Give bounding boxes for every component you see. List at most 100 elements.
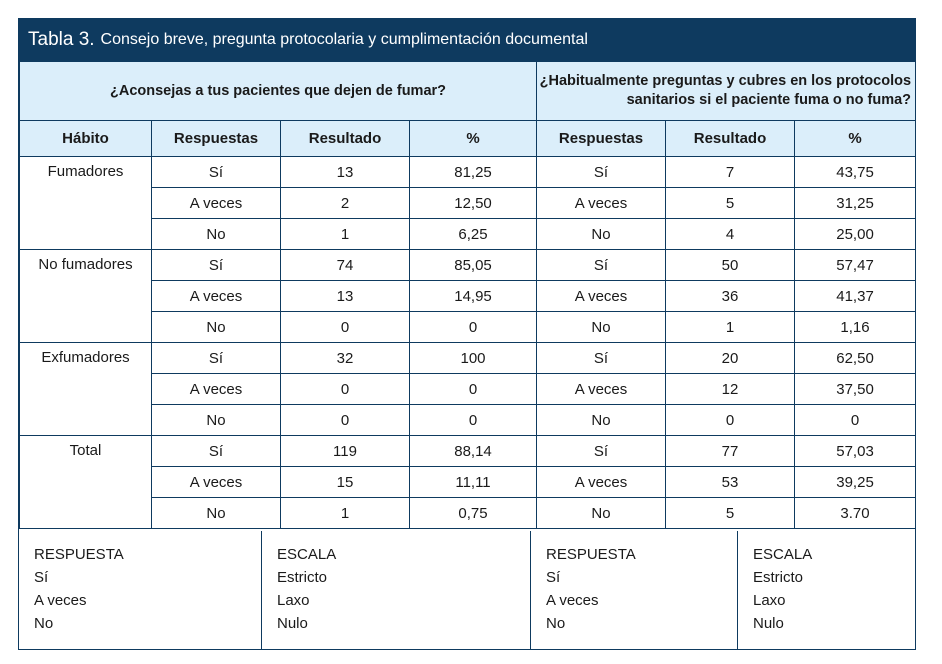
- respuesta-1-cell: No: [151, 311, 281, 343]
- table-row: Total Sí 119 88,14 Sí 77 57,03: [19, 435, 917, 529]
- respuesta-1-cell: Sí: [151, 342, 281, 374]
- resultado-1-cell: 0: [280, 373, 410, 405]
- resultado-1-cell: 13: [280, 156, 410, 188]
- table-row: No 1 6,25 No 4 25,00: [20, 218, 917, 250]
- table-row: A veces 13 14,95 A veces 36 41,37: [20, 280, 917, 312]
- header-pct-1: %: [408, 120, 538, 157]
- pct-1-cell: 14,95: [408, 280, 538, 312]
- question-2: ¿Habitualmente preguntas y cubres en los…: [536, 61, 917, 121]
- pct-1-cell: 100: [408, 342, 538, 374]
- table-row: Fumadores Sí 13 81,25 Sí 7 43,75: [19, 156, 917, 250]
- habito-cell: No fumadores: [19, 249, 152, 343]
- legend-left-escala: ESCALA Estricto Laxo Nulo: [262, 531, 531, 649]
- respuesta-1-cell: No: [151, 218, 281, 250]
- header-respuestas-1: Respuestas: [151, 120, 281, 157]
- pct-2-cell: 0: [794, 404, 917, 436]
- pct-2-cell: 57,03: [794, 435, 917, 467]
- table-title: Consejo breve, pregunta protocolaria y c…: [100, 31, 588, 48]
- respuesta-1-cell: No: [151, 404, 281, 436]
- legend-item: No: [546, 615, 566, 632]
- resultado-2-cell: 4: [665, 218, 796, 250]
- pct-2-cell: 39,25: [794, 466, 917, 498]
- table-row: No 0 0 No 1 1,16: [20, 311, 917, 343]
- table-row: No 0 0 No 0 0: [20, 404, 917, 436]
- pct-2-cell: 62,50: [794, 342, 917, 374]
- header-row: Hábito Respuestas Resultado % Respuestas…: [19, 120, 917, 157]
- pct-2-cell: 1,16: [794, 311, 917, 343]
- pct-2-cell: 43,75: [794, 156, 917, 188]
- respuesta-1-cell: No: [151, 497, 281, 529]
- legend-title: RESPUESTA: [34, 546, 124, 563]
- habito-cell: Total: [19, 435, 152, 529]
- pct-2-cell: 3.70: [794, 497, 917, 529]
- resultado-2-cell: 5: [665, 497, 796, 529]
- respuesta-2-cell: Sí: [536, 342, 667, 374]
- pct-1-cell: 81,25: [408, 156, 538, 188]
- legend-item: Sí: [546, 569, 561, 586]
- resultado-1-cell: 13: [280, 280, 410, 312]
- question-2-line-2: sanitarios si el paciente fuma o no fuma…: [626, 92, 912, 108]
- table-row: A veces 2 12,50 A veces 5 31,25: [20, 187, 917, 219]
- legend-title: RESPUESTA: [546, 546, 636, 563]
- pct-1-cell: 12,50: [408, 187, 538, 219]
- pct-1-cell: 11,11: [408, 466, 538, 498]
- resultado-1-cell: 1: [280, 218, 410, 250]
- resultado-1-cell: 1: [280, 497, 410, 529]
- respuesta-1-cell: A veces: [151, 373, 281, 405]
- table-row: A veces 0 0 A veces 12 37,50: [20, 373, 917, 405]
- legend-right-respuesta: RESPUESTA Sí A veces No: [531, 531, 738, 649]
- respuesta-2-cell: Sí: [536, 249, 667, 281]
- pct-1-cell: 85,05: [408, 249, 538, 281]
- resultado-1-cell: 0: [280, 404, 410, 436]
- table-title-bar: Tabla 3. Consejo breve, pregunta protoco…: [19, 19, 915, 61]
- resultado-1-cell: 119: [280, 435, 410, 467]
- respuesta-2-cell: Sí: [536, 156, 667, 188]
- pct-2-cell: 31,25: [794, 187, 917, 219]
- resultado-2-cell: 7: [665, 156, 796, 188]
- resultado-2-cell: 50: [665, 249, 796, 281]
- resultado-2-cell: 5: [665, 187, 796, 219]
- respuesta-2-cell: No: [536, 497, 667, 529]
- legend-item: Laxo: [277, 592, 310, 609]
- pct-1-cell: 0: [408, 311, 538, 343]
- table-row: No 1 0,75 No 5 3.70: [20, 497, 917, 529]
- respuesta-1-cell: A veces: [151, 466, 281, 498]
- table-row: Exfumadores Sí 32 100 Sí 20 62,50: [19, 342, 917, 436]
- legend-item: No: [34, 615, 54, 632]
- table-number: Tabla 3.: [28, 29, 95, 50]
- question-2-line-1: ¿Habitualmente preguntas y cubres en los…: [539, 73, 912, 89]
- respuesta-2-cell: A veces: [536, 187, 667, 219]
- respuesta-2-cell: A veces: [536, 466, 667, 498]
- legend-item: Estricto: [753, 569, 804, 586]
- pct-1-cell: 88,14: [408, 435, 538, 467]
- question-1: ¿Aconsejas a tus pacientes que dejen de …: [18, 61, 538, 121]
- resultado-2-cell: 1: [665, 311, 796, 343]
- legend-item: A veces: [34, 592, 87, 609]
- header-pct-2: %: [794, 120, 917, 157]
- resultado-1-cell: 15: [280, 466, 410, 498]
- pct-1-cell: 6,25: [408, 218, 538, 250]
- respuesta-2-cell: A veces: [536, 373, 667, 405]
- resultado-2-cell: 36: [665, 280, 796, 312]
- respuesta-2-cell: Sí: [536, 435, 667, 467]
- pct-1-cell: 0: [408, 404, 538, 436]
- legend-right-escala: ESCALA Estricto Laxo Nulo: [738, 531, 915, 649]
- legend-item: Nulo: [277, 615, 308, 632]
- resultado-2-cell: 77: [665, 435, 796, 467]
- pct-2-cell: 57,47: [794, 249, 917, 281]
- data-table: ¿Aconsejas a tus pacientes que dejen de …: [18, 61, 917, 529]
- respuesta-1-cell: A veces: [151, 187, 281, 219]
- respuesta-1-cell: Sí: [151, 156, 281, 188]
- header-resultado-1: Resultado: [280, 120, 410, 157]
- table-row: No fumadores Sí 74 85,05 Sí 50 57,47: [19, 249, 917, 343]
- respuesta-1-cell: Sí: [151, 435, 281, 467]
- question-row: ¿Aconsejas a tus pacientes que dejen de …: [18, 61, 917, 121]
- header-resultado-2: Resultado: [665, 120, 796, 157]
- legend-left-respuesta: RESPUESTA Sí A veces No: [19, 531, 262, 649]
- respuesta-1-cell: A veces: [151, 280, 281, 312]
- respuesta-1-cell: Sí: [151, 249, 281, 281]
- legend-title: ESCALA: [753, 546, 813, 563]
- resultado-2-cell: 12: [665, 373, 796, 405]
- header-respuestas-2: Respuestas: [536, 120, 667, 157]
- pct-2-cell: 37,50: [794, 373, 917, 405]
